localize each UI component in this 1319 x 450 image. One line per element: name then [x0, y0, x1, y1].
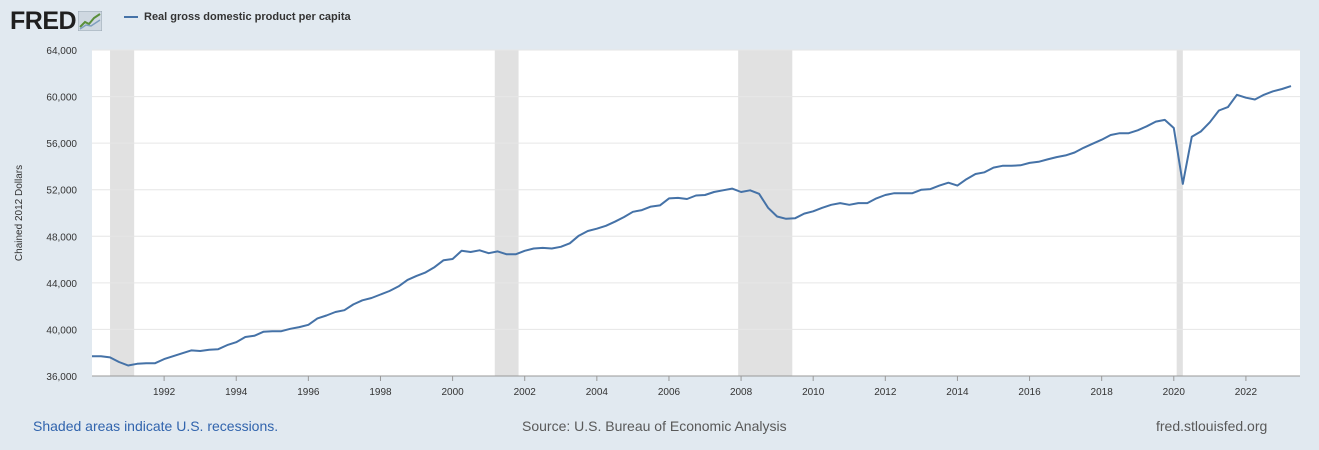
x-tick-label: 1998 — [369, 387, 392, 398]
recession-band — [738, 50, 793, 376]
plot-area — [92, 50, 1300, 376]
fred-logo-text: FRED — [10, 7, 77, 35]
x-tick-label: 1994 — [225, 387, 248, 398]
x-tick-label: 1996 — [297, 387, 320, 398]
recession-band — [494, 50, 519, 376]
fred-logo[interactable]: FRED — [10, 6, 103, 36]
line-chart: 36,000 40,000 44,000 48,000 52,000 56,000 60,0… — [14, 46, 1300, 398]
x-tick-label: 2002 — [514, 387, 537, 398]
recession-note-link[interactable]: Shaded areas indicate U.S. recessions. — [33, 418, 279, 434]
site-link[interactable]: fred.stlouisfed.org — [1156, 418, 1268, 434]
x-tick-label: 2018 — [1091, 387, 1114, 398]
y-tick-label: 56,000 — [46, 139, 77, 150]
x-tick-label: 2012 — [874, 387, 897, 398]
y-tick-label: 52,000 — [46, 186, 77, 197]
chart-icon — [78, 11, 103, 31]
x-tick-label: 2008 — [730, 387, 753, 398]
x-tick-label: 2020 — [1163, 387, 1186, 398]
x-tick-label: 2010 — [802, 387, 825, 398]
recession-band — [1176, 50, 1183, 376]
x-tick-label: 2000 — [441, 387, 464, 398]
y-tick-label: 36,000 — [46, 372, 77, 383]
legend-line-swatch — [124, 16, 138, 18]
series-line — [92, 85, 1292, 367]
y-tick-label: 40,000 — [46, 325, 77, 336]
x-tick-label: 2022 — [1235, 387, 1258, 398]
y-tick-label: 60,000 — [46, 93, 77, 104]
x-tick-label: 2014 — [946, 387, 969, 398]
y-tick-label: 44,000 — [46, 279, 77, 290]
recession-band — [110, 50, 135, 376]
y-axis-label: Chained 2012 Dollars — [14, 165, 25, 261]
y-tick-label: 48,000 — [46, 232, 77, 243]
source-text: Source: U.S. Bureau of Economic Analysis — [522, 418, 787, 434]
x-tick-label: 1992 — [153, 387, 176, 398]
legend-label: Real gross domestic product per capita — [144, 11, 351, 23]
y-tick-label: 64,000 — [46, 46, 77, 57]
x-tick-label: 2006 — [658, 387, 681, 398]
x-tick-label: 2004 — [586, 387, 609, 398]
x-tick-label: 2016 — [1018, 387, 1041, 398]
chart-legend: Real gross domestic product per capita — [124, 11, 351, 23]
